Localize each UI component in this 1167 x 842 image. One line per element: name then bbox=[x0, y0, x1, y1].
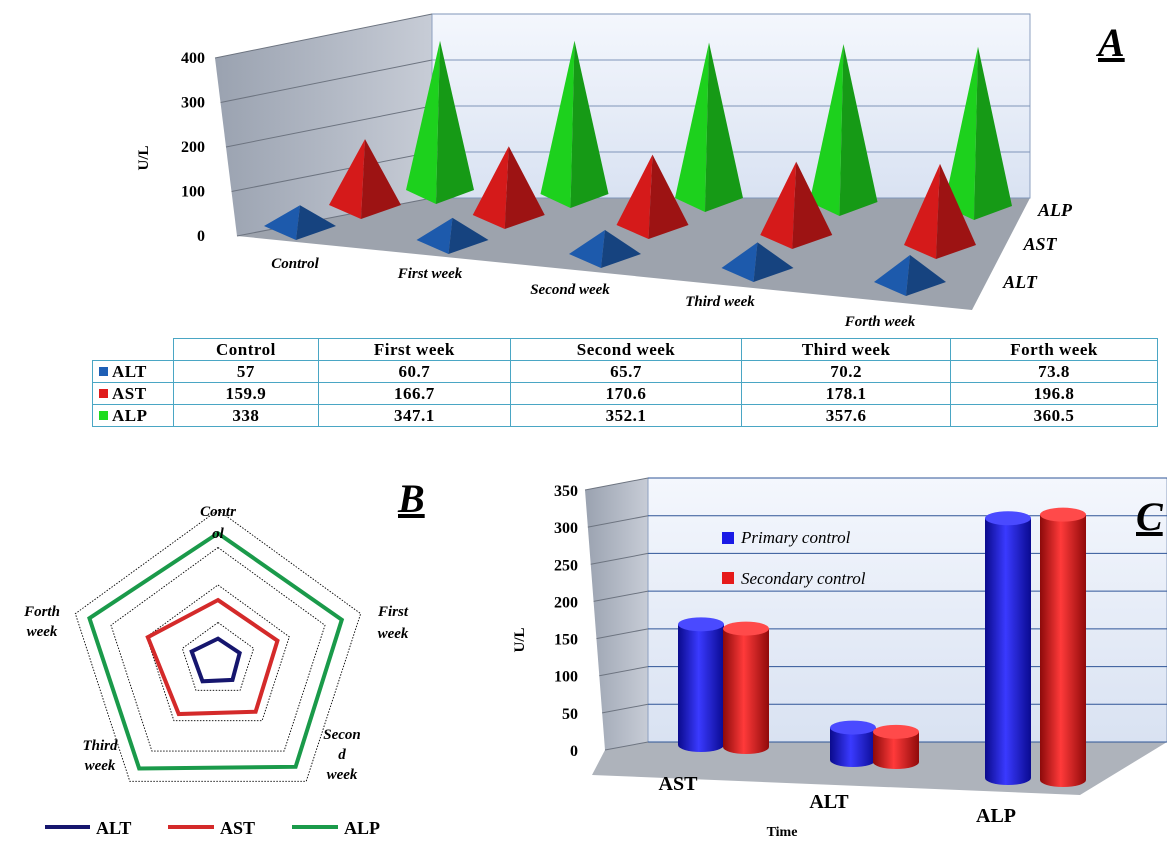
c-y-axis-label: U/L bbox=[512, 627, 528, 652]
a-category-label: Control bbox=[271, 256, 319, 272]
b-axis-label-first-week: First week bbox=[377, 604, 409, 642]
a-category-label: Third week bbox=[685, 294, 755, 310]
table-cell: 65.7 bbox=[510, 361, 741, 383]
b-legend-ast-label: AST bbox=[220, 818, 255, 838]
c-y-tick-label: 300 bbox=[554, 520, 578, 537]
table-header-row: Control First week Second week Third wee… bbox=[93, 339, 1158, 361]
c-cylinder-top bbox=[678, 617, 724, 631]
b-axis-label-forth-week: Forth week bbox=[23, 604, 60, 640]
c-cylinder-body bbox=[723, 629, 769, 754]
c-cylinder-top bbox=[985, 511, 1031, 525]
table-cell: 338 bbox=[174, 405, 319, 427]
alp-key-swatch bbox=[99, 411, 108, 420]
table-header-cell: Forth week bbox=[951, 339, 1158, 361]
a-y-tick-label: 0 bbox=[197, 228, 205, 245]
table-row-label: AST bbox=[93, 383, 174, 405]
alt-key-swatch bbox=[99, 367, 108, 376]
c-y-tick-label: 0 bbox=[570, 743, 578, 760]
a-y-tick-label: 400 bbox=[181, 50, 205, 67]
c-category-label: ALP bbox=[976, 805, 1016, 827]
a-series-label: ALP bbox=[1037, 200, 1073, 220]
c-cylinder-body bbox=[678, 624, 724, 752]
table-cell: 352.1 bbox=[510, 405, 741, 427]
a-y-tick-label: 300 bbox=[181, 95, 205, 112]
panel-a-chart: 0 100 200 300 400 U/L Control First week Secon… bbox=[136, 14, 1125, 330]
a-y-tick-label: 200 bbox=[181, 139, 205, 156]
a-y-tick-label: 100 bbox=[181, 184, 205, 201]
b-radar-series-ast bbox=[148, 600, 278, 714]
table-cell: 196.8 bbox=[951, 383, 1158, 405]
b-axis-label-third-week: Third week bbox=[82, 738, 118, 774]
c-category-label: AST bbox=[659, 773, 699, 795]
a-category-label: First week bbox=[397, 266, 463, 282]
b-radar-series-alt bbox=[192, 639, 240, 682]
a-category-label: Second week bbox=[530, 282, 610, 298]
b-radar-grid bbox=[75, 510, 360, 781]
c-cylinder-top bbox=[873, 725, 919, 739]
table-row: ALT 57 60.7 65.7 70.2 73.8 bbox=[93, 361, 1158, 383]
a-series-label: AST bbox=[1022, 234, 1057, 254]
b-axis-label-second-week: Secon d week bbox=[323, 727, 361, 783]
panel-c-letter: C bbox=[1136, 494, 1164, 539]
table-cell: 347.1 bbox=[318, 405, 510, 427]
c-category-label: ALT bbox=[809, 791, 849, 813]
table-row: ALP 338 347.1 352.1 357.6 360.5 bbox=[93, 405, 1158, 427]
c-x-axis-label: Time bbox=[767, 825, 798, 840]
c-cylinder-body bbox=[985, 518, 1031, 785]
table-header-cell: Control bbox=[174, 339, 319, 361]
table-cell: 70.2 bbox=[742, 361, 951, 383]
table-cell: 360.5 bbox=[951, 405, 1158, 427]
c-cylinder-top bbox=[723, 622, 769, 636]
table-corner-cell bbox=[93, 339, 174, 361]
b-radar-series bbox=[89, 533, 341, 768]
c-cylinder-top bbox=[830, 721, 876, 735]
b-radar-ring bbox=[147, 585, 290, 721]
c-legend-primary-swatch bbox=[722, 532, 734, 544]
c-legend-primary-label: Primary control bbox=[740, 528, 851, 547]
table-header-cell: Second week bbox=[510, 339, 741, 361]
b-axis-label-control: Contr ol bbox=[200, 504, 236, 542]
table-cell: 73.8 bbox=[951, 361, 1158, 383]
b-radar-series-alp bbox=[89, 533, 341, 768]
c-y-ticks: 0 50 100 150 200 250 300 350 bbox=[554, 483, 578, 760]
data-table: Control First week Second week Third wee… bbox=[92, 338, 1158, 427]
a-y-axis-label: U/L bbox=[136, 145, 152, 170]
a-y-ticks: 0 100 200 300 400 bbox=[181, 50, 205, 245]
table-header-cell: First week bbox=[318, 339, 510, 361]
table-row-label: ALT bbox=[93, 361, 174, 383]
c-side-wall bbox=[585, 478, 648, 750]
table-cell: 170.6 bbox=[510, 383, 741, 405]
table-row-label: ALP bbox=[93, 405, 174, 427]
c-y-tick-label: 150 bbox=[554, 632, 578, 649]
b-legend-alp-label: ALP bbox=[344, 818, 380, 838]
panel-c-chart: 0 50 100 150 200 250 300 350 U/L AST ALT ALP Time… bbox=[512, 478, 1167, 840]
panel-b-chart: Contr ol First week Secon d week Third week F… bbox=[23, 476, 425, 838]
b-radar-ring bbox=[75, 510, 360, 781]
c-y-tick-label: 100 bbox=[554, 669, 578, 686]
table-cell: 166.7 bbox=[318, 383, 510, 405]
a-category-label: Forth week bbox=[844, 314, 916, 330]
table-header-cell: Third week bbox=[742, 339, 951, 361]
table-row: AST 159.9 166.7 170.6 178.1 196.8 bbox=[93, 383, 1158, 405]
b-legend: ALT AST ALP bbox=[45, 818, 380, 838]
panel-b-letter: B bbox=[397, 476, 425, 521]
panel-a-letter: A bbox=[1095, 20, 1125, 65]
c-legend-secondary-label: Secondary control bbox=[741, 569, 866, 588]
table-cell: 357.6 bbox=[742, 405, 951, 427]
table-cell: 159.9 bbox=[174, 383, 319, 405]
c-cylinder-top bbox=[1040, 508, 1086, 522]
c-y-tick-label: 200 bbox=[554, 594, 578, 611]
a-series-label: ALT bbox=[1002, 272, 1038, 292]
c-cylinder-body bbox=[1040, 515, 1086, 787]
table-cell: 57 bbox=[174, 361, 319, 383]
c-y-tick-label: 350 bbox=[554, 483, 578, 500]
b-legend-alt-label: ALT bbox=[96, 818, 131, 838]
c-y-tick-label: 250 bbox=[554, 557, 578, 574]
ast-key-swatch bbox=[99, 389, 108, 398]
table-cell: 60.7 bbox=[318, 361, 510, 383]
c-y-tick-label: 50 bbox=[562, 706, 578, 723]
table-cell: 178.1 bbox=[742, 383, 951, 405]
c-legend-secondary-swatch bbox=[722, 572, 734, 584]
